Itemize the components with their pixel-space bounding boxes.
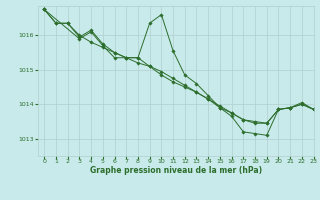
X-axis label: Graphe pression niveau de la mer (hPa): Graphe pression niveau de la mer (hPa) <box>90 166 262 175</box>
